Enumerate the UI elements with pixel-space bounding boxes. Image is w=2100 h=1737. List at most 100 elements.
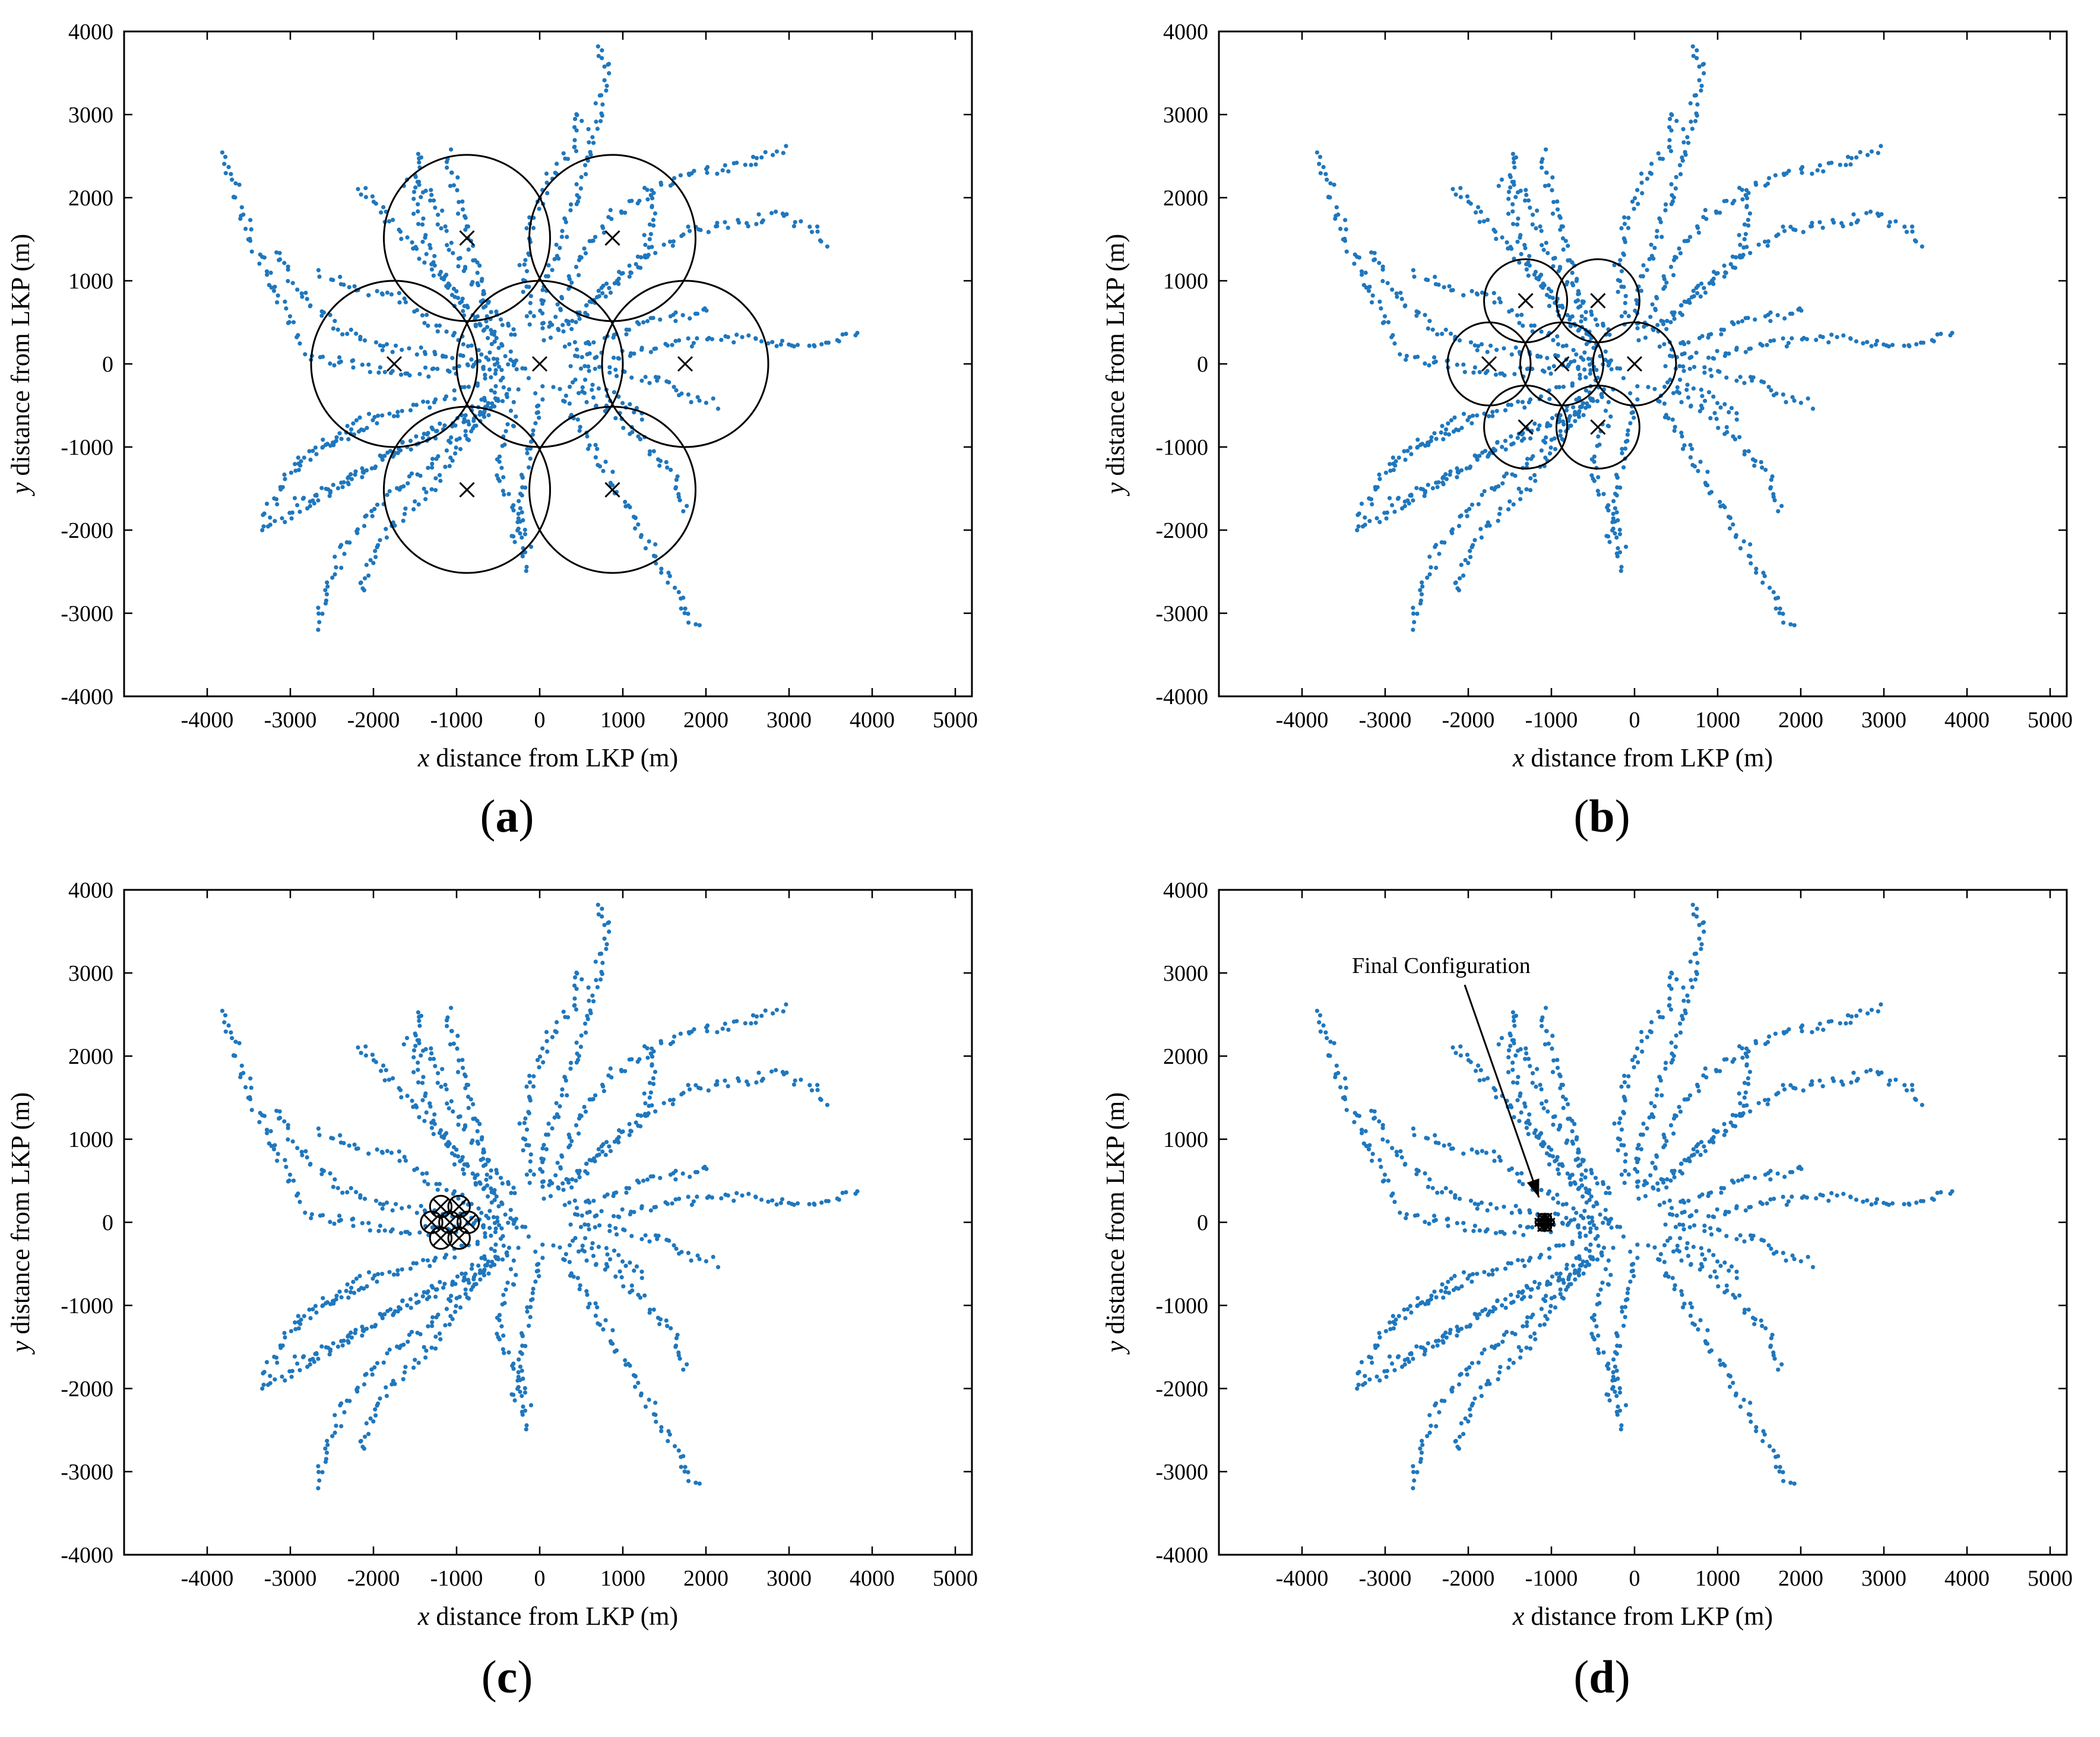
trajectory-point (528, 446, 533, 451)
trajectory-point (456, 1115, 461, 1120)
trajectory-point (1670, 417, 1675, 422)
trajectory-point (1447, 284, 1452, 289)
trajectory-point (295, 1361, 300, 1366)
trajectory-point (389, 1150, 394, 1155)
trajectory-point (1517, 1118, 1522, 1123)
trajectory-point (1648, 315, 1653, 319)
trajectory-point (1615, 1334, 1620, 1339)
trajectory-point (337, 355, 342, 360)
y-tick-label: -1000 (61, 1294, 113, 1318)
trajectory-point (1673, 424, 1677, 429)
trajectory-point (1479, 342, 1484, 347)
trajectory-point (1524, 1126, 1529, 1130)
trajectory-point (1461, 293, 1466, 297)
trajectory-point (1517, 1179, 1522, 1184)
trajectory-point (1423, 443, 1428, 448)
trajectory-point (1545, 1317, 1550, 1321)
trajectory-point (1662, 385, 1667, 389)
trajectory-point (593, 1093, 598, 1098)
trajectory-point (1326, 195, 1331, 199)
trajectory-point (423, 188, 428, 193)
trajectory-point (572, 125, 577, 129)
trajectory-point (643, 1233, 648, 1238)
trajectory-point (1414, 313, 1419, 318)
trajectory-point (628, 1212, 632, 1217)
trajectory-point (582, 246, 587, 251)
trajectory-point (620, 1259, 625, 1264)
trajectory-point (460, 1272, 464, 1276)
trajectory-point (444, 229, 449, 233)
trajectory-point (1465, 418, 1470, 423)
trajectory-point (574, 182, 579, 186)
trajectory-point (536, 410, 541, 415)
trajectory-point (384, 535, 389, 540)
trajectory-point (609, 483, 614, 487)
trajectory-point (475, 381, 480, 386)
trajectory-point (577, 429, 582, 433)
trajectory-point (1595, 1257, 1600, 1262)
trajectory-point (609, 1341, 614, 1346)
trajectory-point (681, 1367, 686, 1372)
trajectory-point (1580, 1183, 1585, 1188)
trajectory-point (1459, 1326, 1464, 1331)
trajectory-point (408, 447, 413, 452)
trajectory-point (1577, 327, 1582, 332)
trajectory-point (698, 1086, 703, 1091)
trajectory-point (1587, 1197, 1592, 1202)
trajectory-point (578, 424, 582, 429)
trajectory-point (540, 1046, 545, 1051)
trajectory-point (1537, 1133, 1542, 1137)
trajectory-point (666, 1429, 671, 1434)
trajectory-point (1907, 344, 1912, 348)
trajectory-point (531, 1286, 536, 1291)
trajectory-point (426, 1182, 430, 1187)
sensor-circle (429, 1226, 453, 1250)
trajectory-point (638, 437, 643, 442)
trajectory-point (1427, 319, 1432, 324)
trajectory-point (280, 1374, 284, 1379)
sensor-marker (1518, 419, 1534, 435)
trajectory-point (366, 293, 371, 297)
trajectory-point (673, 1168, 678, 1173)
trajectory-point (385, 450, 390, 455)
trajectory-point (1732, 198, 1737, 203)
trajectory-point (505, 395, 509, 400)
trajectory-point (528, 1159, 533, 1164)
trajectory-point (398, 372, 404, 377)
trajectory-point (1686, 141, 1691, 145)
trajectory-point (522, 1390, 528, 1395)
trajectory-point (681, 232, 686, 237)
trajectory-point (604, 88, 609, 93)
trajectory-point (1781, 336, 1785, 341)
trajectory-point (1628, 1249, 1633, 1254)
trajectory-point (1695, 224, 1700, 229)
trajectory-point (528, 1168, 533, 1173)
trajectory-point (1547, 397, 1552, 401)
sensor-marker (459, 230, 475, 246)
trajectory-point (1725, 430, 1730, 435)
x-tick-label: -1000 (430, 708, 483, 733)
trajectory-point (494, 335, 499, 341)
trajectory-point (1591, 346, 1596, 350)
trajectory-point (624, 332, 629, 337)
trajectory-point (1418, 1301, 1423, 1305)
trajectory-point (1341, 1095, 1345, 1100)
trajectory-point (1546, 1041, 1551, 1046)
y-tick-label: 2000 (1163, 186, 1208, 211)
trajectory-point (642, 1111, 648, 1117)
trajectory-point (1556, 342, 1560, 347)
trajectory-point (397, 300, 402, 305)
trajectory-point (506, 492, 511, 496)
trajectory-point (1734, 255, 1738, 259)
trajectory-point (511, 400, 516, 405)
trajectory-point (437, 1181, 442, 1187)
trajectory-point (316, 1486, 321, 1491)
sensor-circle (601, 280, 769, 448)
trajectory-point (1752, 463, 1757, 468)
trajectory-point (420, 1080, 425, 1085)
trajectory-point (554, 242, 559, 247)
trajectory-point (422, 260, 427, 265)
trajectory-point (1572, 359, 1577, 363)
trajectory-point (295, 287, 300, 292)
trajectory-point (591, 1254, 596, 1259)
